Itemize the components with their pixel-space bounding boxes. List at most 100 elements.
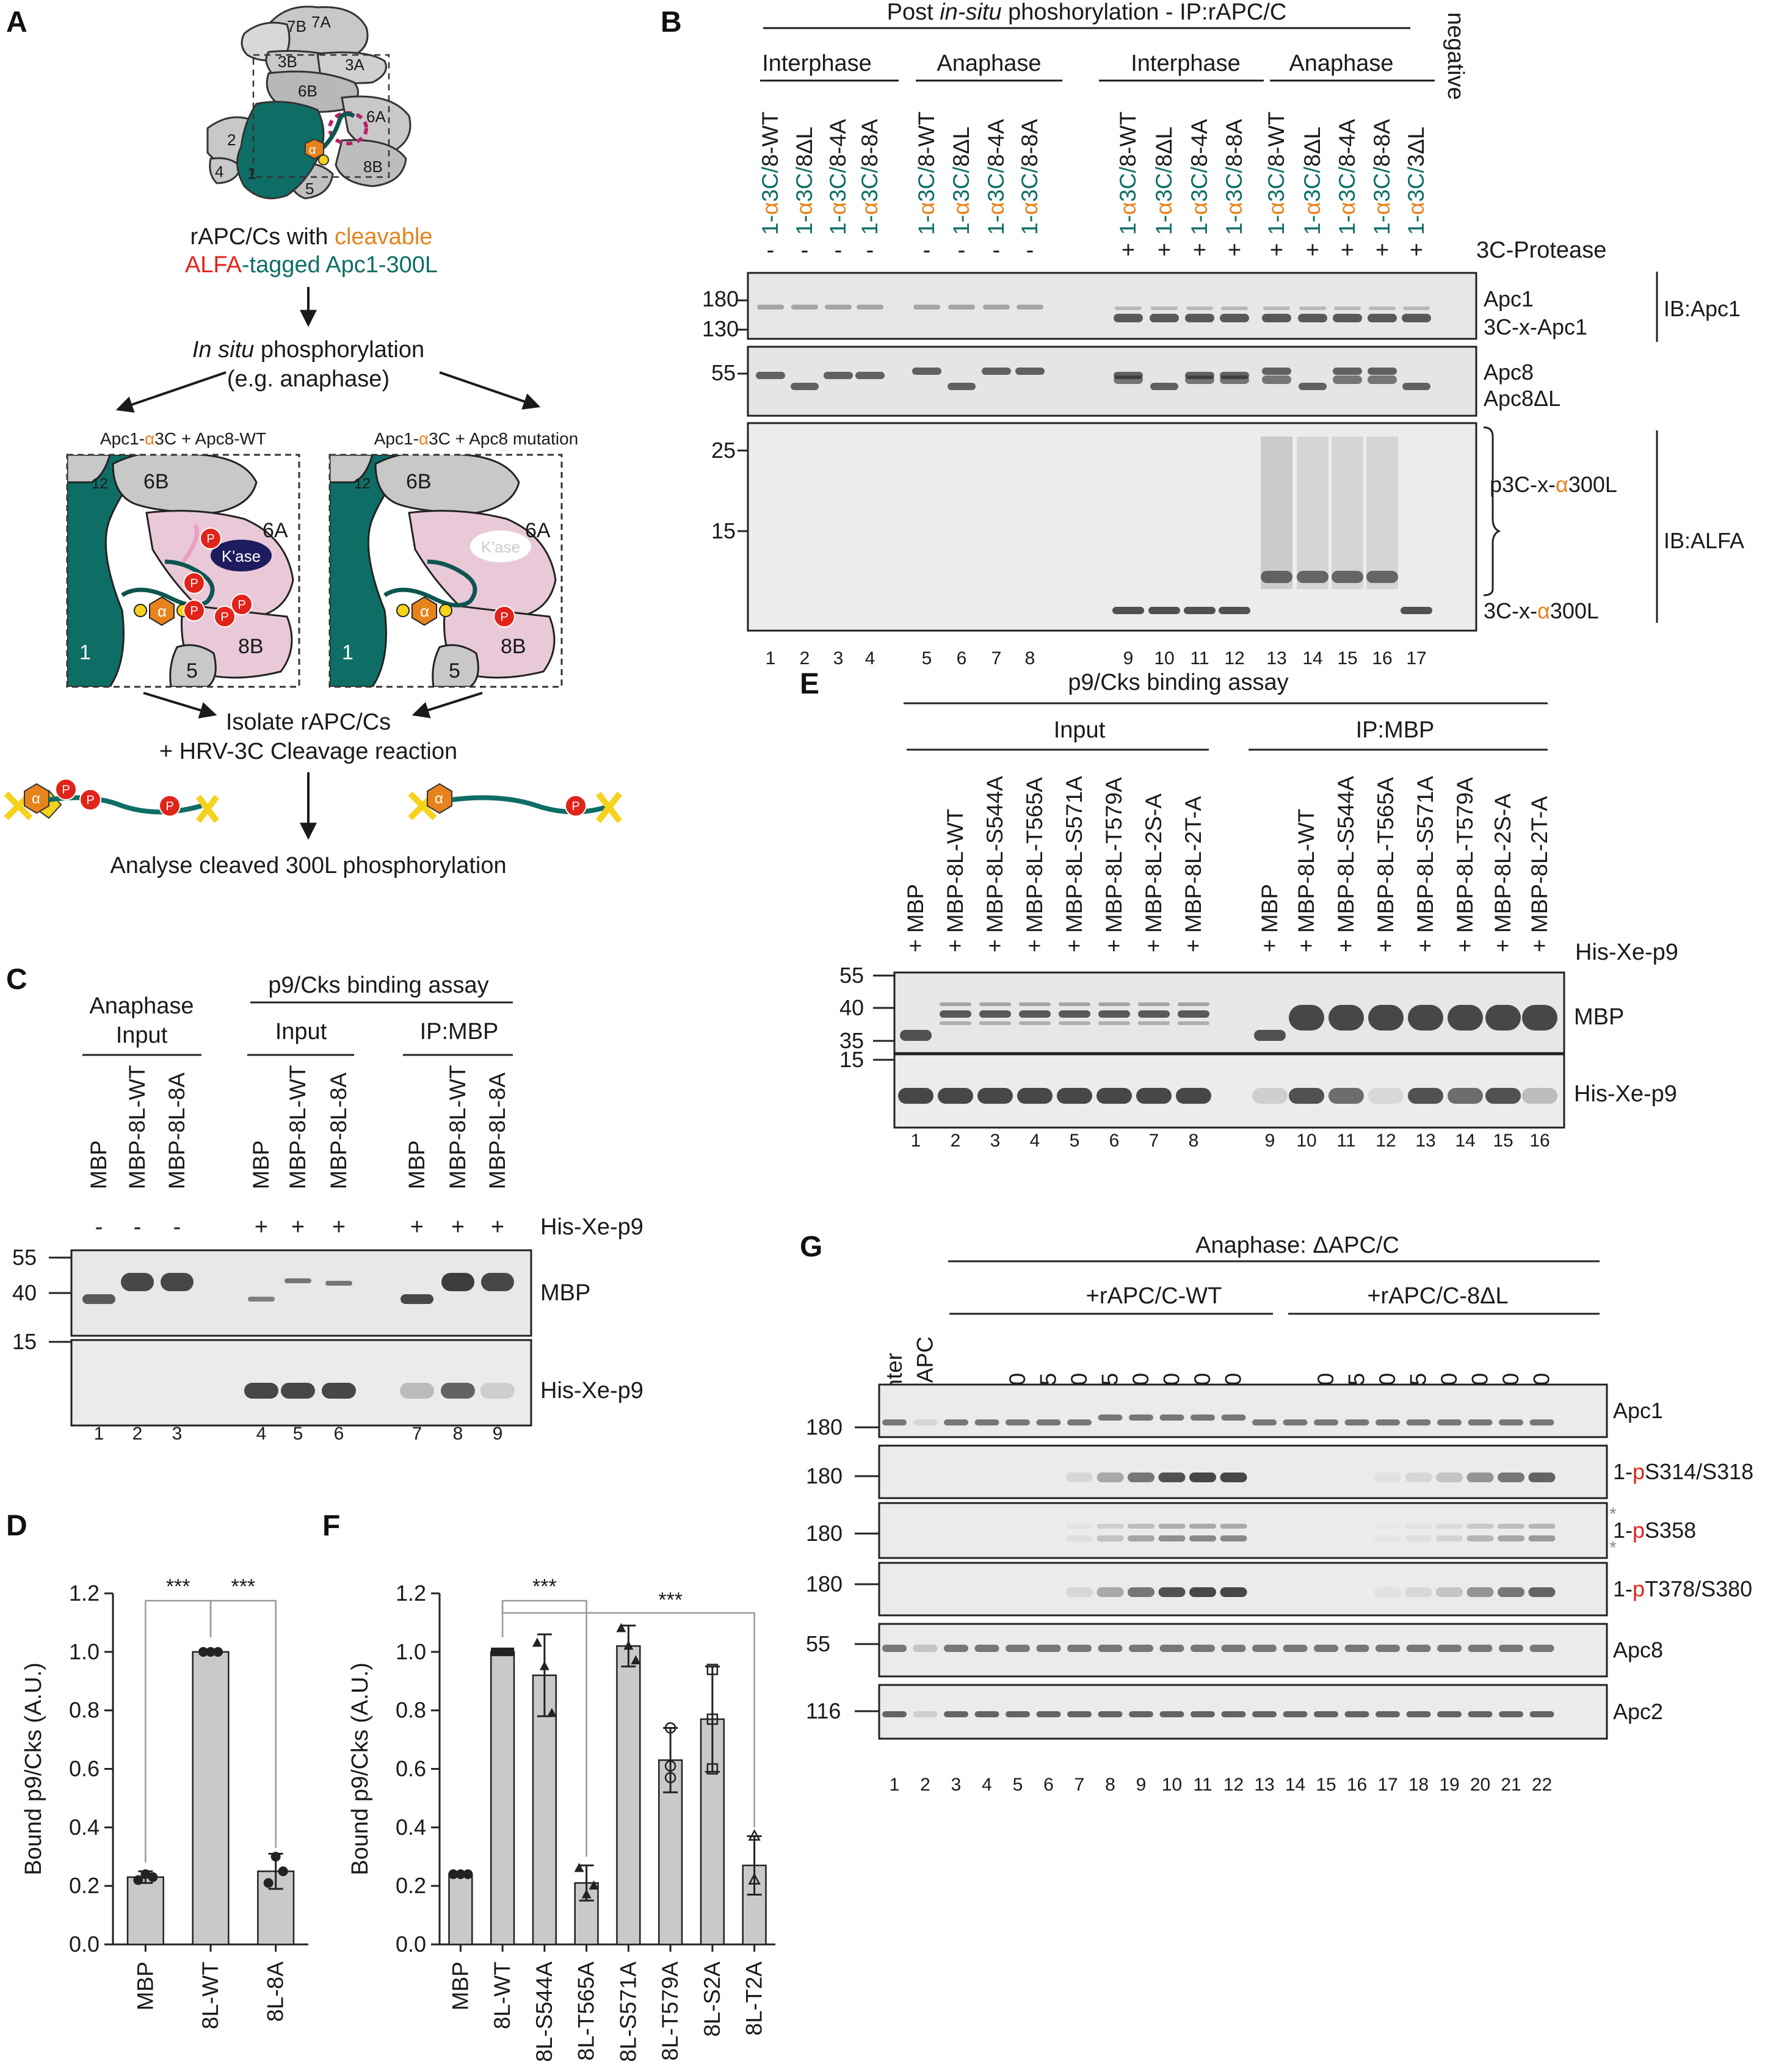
band: [1499, 1419, 1523, 1425]
svg-text:5: 5: [186, 659, 198, 683]
protease-sign: +: [1193, 237, 1206, 263]
panel-g-title: Anaphase: ΔAPC/C: [1195, 1233, 1399, 1258]
lane-number: 13: [1415, 1131, 1435, 1151]
band: [1375, 1711, 1400, 1717]
protease-sign: -: [835, 237, 843, 263]
x-tick-label: 8L-T565A: [574, 1962, 599, 2061]
band: [948, 305, 975, 310]
panel-b-label: B: [661, 6, 682, 38]
band: [1263, 306, 1290, 310]
band: [1406, 1419, 1431, 1425]
band: [1297, 571, 1328, 583]
band: [1159, 1711, 1184, 1717]
binding-sign: -: [173, 1214, 181, 1240]
svg-text:6B: 6B: [406, 470, 432, 493]
sig-stars: ***: [658, 1588, 683, 1612]
box1-title: Apc1-α3C + Apc8-WT: [100, 429, 266, 448]
band: [1017, 305, 1043, 310]
lane-label: + MBP: [1257, 884, 1282, 952]
data-point: [148, 1872, 158, 1882]
band: [1333, 368, 1362, 375]
panel-e-label: E: [800, 668, 819, 700]
band: [1159, 1415, 1184, 1421]
svg-text:6B: 6B: [143, 470, 169, 493]
band: [1150, 314, 1179, 322]
lane-number: 4: [1030, 1131, 1040, 1151]
lane-number: 22: [1532, 1775, 1552, 1795]
band: [1138, 1010, 1170, 1018]
lane-number: 5: [293, 1424, 303, 1444]
svg-text:1: 1: [79, 641, 91, 664]
svg-text:5: 5: [449, 659, 460, 683]
band: [1114, 314, 1143, 322]
box1-wt: K'ase α P P P P P 12 6B 6A 1: [66, 454, 300, 688]
band: [1252, 1419, 1277, 1425]
protease-sign: +: [1341, 237, 1354, 263]
band: [1366, 571, 1398, 583]
subunit-label: 6B: [298, 82, 317, 100]
data-point: [664, 1722, 676, 1734]
lane-number: 12: [1375, 1131, 1396, 1151]
band: [1220, 1472, 1247, 1482]
binding-sign: +: [410, 1214, 424, 1240]
band: [480, 1383, 515, 1399]
ib-label: IB:Apc1: [1664, 296, 1741, 321]
binding-sign: -: [95, 1214, 103, 1240]
band: [1096, 1472, 1124, 1482]
svg-text:P: P: [237, 598, 245, 612]
band: [1261, 571, 1292, 583]
band: [898, 1088, 933, 1104]
data-point: [706, 1763, 719, 1775]
panel-g-label: G: [800, 1231, 822, 1263]
data-point: [574, 1863, 584, 1872]
band: [1298, 314, 1327, 322]
box2-title: Apc1-α3C + Apc8 mutation: [374, 429, 579, 448]
band: [1148, 607, 1180, 614]
band: [912, 368, 941, 375]
band: [1528, 1524, 1556, 1529]
lane-label: MBP-8L-WT: [285, 1065, 310, 1190]
band: [1333, 314, 1362, 322]
band: [1408, 1005, 1443, 1031]
blot-b-apc8: [747, 346, 1477, 417]
y-tick-label: 0.2: [396, 1873, 426, 1898]
band: [1066, 1472, 1093, 1482]
panel-e: E p9/Cks binding assay Input IP:MBP + MB…: [800, 668, 1678, 1151]
band: [1368, 1088, 1404, 1104]
lane-number: 15: [1493, 1131, 1513, 1151]
lane-number: 17: [1377, 1775, 1397, 1795]
mw-marker: 25: [711, 438, 736, 463]
band-label: Apc1: [1613, 1398, 1663, 1423]
band: [1436, 1472, 1463, 1482]
bar: [490, 1651, 515, 1946]
band: [882, 1645, 907, 1652]
anaphase-input-header: Anaphase: [89, 993, 194, 1019]
data-point: [631, 1655, 641, 1665]
panel-c-label: C: [6, 963, 27, 996]
band: [1098, 1010, 1130, 1018]
ip-mbp-header: IP:MBP: [1356, 717, 1435, 743]
lane-number: 3: [172, 1424, 183, 1444]
lane-label: 1-α3C/8-WT: [914, 112, 939, 235]
band: [285, 1278, 311, 1283]
svg-text:P: P: [190, 604, 198, 618]
lane-number: 10: [1296, 1131, 1316, 1151]
band: [1136, 1088, 1172, 1104]
band: [161, 1273, 194, 1291]
lane-number: 14: [1302, 648, 1322, 668]
band: [1485, 1088, 1521, 1104]
sig-bracket: [501, 1599, 587, 1857]
band: [1522, 1088, 1557, 1104]
band: [1057, 1088, 1092, 1104]
x-tick-label: 8L-8A: [263, 1962, 288, 2022]
svg-text:α: α: [32, 791, 40, 807]
lane-number: 3: [951, 1775, 962, 1795]
band: [913, 1419, 938, 1425]
band: [913, 305, 940, 310]
band: [1098, 1645, 1123, 1652]
band: [1368, 1005, 1404, 1031]
band: [791, 383, 819, 390]
band-label: 3C-x-α300L: [1484, 598, 1599, 623]
data-point: [463, 1869, 473, 1879]
band: [982, 368, 1011, 375]
